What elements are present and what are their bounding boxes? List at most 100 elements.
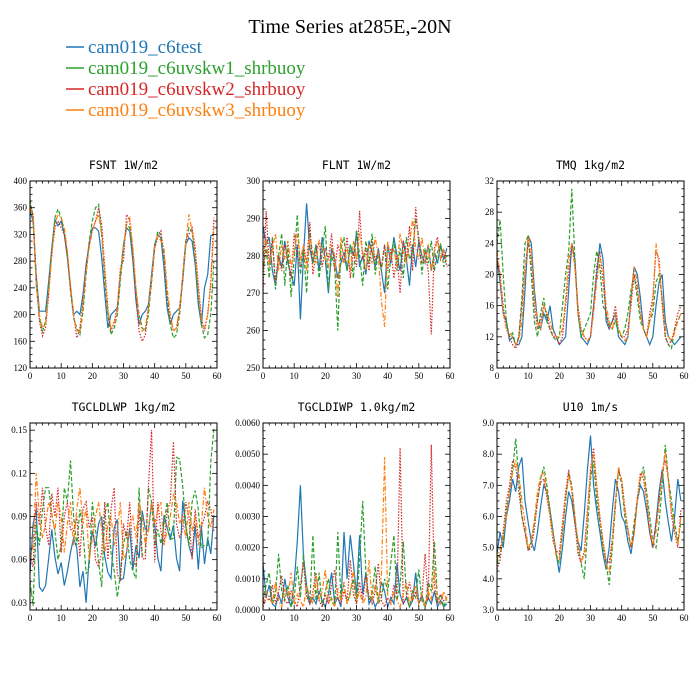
- x-tick-label: 20: [88, 613, 98, 623]
- x-tick-label: 10: [290, 371, 300, 381]
- series-line: [263, 218, 448, 327]
- y-tick-label: 300: [247, 176, 261, 186]
- series-line: [30, 473, 215, 560]
- series-line: [30, 428, 215, 606]
- legend-label: cam019_c6uvskw3_shrbuoy: [88, 100, 306, 121]
- x-tick-label: 50: [414, 371, 424, 381]
- series-line: [497, 438, 682, 586]
- series-line: [263, 457, 448, 609]
- x-tick-label: 50: [414, 613, 424, 623]
- x-tick-label: 50: [181, 371, 191, 381]
- y-tick-label: 5.0: [483, 543, 495, 553]
- y-tick-label: 0.0000: [235, 605, 260, 615]
- y-tick-label: 0.0010: [235, 574, 260, 584]
- series-group: [263, 203, 448, 335]
- legend-entry: cam019_c6uvskw1_shrbuoy: [66, 58, 306, 79]
- y-tick-label: 0.12: [11, 468, 27, 478]
- series-line: [497, 451, 682, 573]
- series-line: [263, 444, 448, 609]
- x-tick-label: 20: [555, 371, 565, 381]
- plot-frame: [262, 422, 451, 611]
- y-tick-label: 0.0040: [235, 480, 260, 490]
- series-group: [30, 199, 215, 343]
- y-tick-label: 240: [14, 283, 28, 293]
- legend-label: cam019_c6uvskw2_shrbuoy: [88, 79, 306, 100]
- y-tick-label: 250: [247, 363, 261, 373]
- legend-entry: cam019_c6uvskw2_shrbuoy: [66, 79, 306, 100]
- series-line: [30, 199, 215, 340]
- x-tick-label: 60: [680, 613, 690, 623]
- y-tick-label: 260: [247, 326, 261, 336]
- x-tick-label: 10: [524, 371, 534, 381]
- x-tick-label: 0: [261, 613, 266, 623]
- y-tick-label: 9.0: [483, 418, 495, 428]
- series-line: [497, 235, 682, 347]
- x-tick-label: 20: [321, 371, 331, 381]
- y-tick-label: 120: [14, 363, 28, 373]
- series-group: [497, 188, 682, 350]
- panel-title: U10 1m/s: [563, 400, 618, 414]
- y-tick-label: 290: [247, 213, 261, 223]
- x-tick-label: 60: [213, 613, 223, 623]
- y-tick-label: 12: [485, 332, 494, 342]
- series-group: [263, 444, 448, 610]
- panel-title: TGCLDLWP 1kg/m2: [72, 400, 176, 414]
- legend-entry: cam019_c6test: [66, 37, 203, 58]
- x-tick-label: 40: [383, 371, 393, 381]
- panel-title: TGCLDIWP 1.0kg/m2: [298, 400, 416, 414]
- y-tick-label: 360: [14, 203, 28, 213]
- x-tick-label: 0: [28, 371, 33, 381]
- x-tick-label: 30: [119, 613, 129, 623]
- chart-panel: FSNT 1W/m2 0 10 20 30 40 50 60 120 160 200 240 280 32…: [14, 158, 223, 381]
- x-tick-label: 0: [495, 613, 500, 623]
- y-tick-label: 7.0: [483, 480, 495, 490]
- y-tick-label: 8.0: [483, 449, 495, 459]
- x-tick-label: 50: [648, 371, 658, 381]
- y-tick-label: 320: [14, 229, 28, 239]
- y-tick-label: 280: [14, 256, 28, 266]
- series-line: [263, 207, 448, 335]
- series-line: [263, 485, 448, 610]
- y-tick-label: 6.0: [483, 512, 495, 522]
- series-group: [30, 428, 215, 606]
- y-tick-label: 0.0020: [235, 543, 260, 553]
- x-tick-label: 20: [88, 371, 98, 381]
- figure-legend: cam019_c6test cam019_c6uvskw1_shrbuoy ca…: [66, 37, 306, 121]
- y-tick-label: 270: [247, 288, 261, 298]
- series-line: [30, 207, 215, 333]
- y-tick-label: 280: [247, 251, 261, 261]
- plot-frame: [29, 180, 218, 369]
- x-tick-label: 30: [119, 371, 129, 381]
- x-tick-label: 50: [648, 613, 658, 623]
- plot-frame: [496, 422, 685, 611]
- series-line: [263, 214, 448, 331]
- x-tick-label: 40: [617, 613, 627, 623]
- x-tick-label: 30: [586, 371, 596, 381]
- y-tick-label: 8: [490, 363, 495, 373]
- y-tick-label: 20: [485, 270, 495, 280]
- y-tick-label: 200: [14, 310, 28, 320]
- x-tick-label: 10: [290, 613, 300, 623]
- panel-title: FLNT 1W/m2: [322, 158, 391, 172]
- chart-panel: U10 1m/s 0 10 20 30 40 50 60 3.0 4.0 5.0 6.0 7.0 8.0 9…: [483, 400, 689, 623]
- panels: FSNT 1W/m20 10 20 30 40 50 6012016020024028032…: [11, 158, 689, 623]
- y-tick-label: 0.03: [11, 598, 27, 608]
- x-tick-label: 40: [150, 371, 160, 381]
- x-tick-label: 60: [446, 613, 456, 623]
- x-tick-label: 40: [617, 371, 627, 381]
- y-tick-label: 400: [14, 176, 28, 186]
- x-tick-label: 0: [261, 371, 266, 381]
- series-group: [497, 435, 682, 586]
- chart-panel: FLNT 1W/m2 0 10 20 30 40 50 60 250 260 270 280 290 30…: [247, 158, 456, 381]
- x-tick-label: 0: [28, 613, 33, 623]
- x-tick-label: 30: [352, 371, 362, 381]
- x-tick-label: 30: [352, 613, 362, 623]
- panel-title: TMQ 1kg/m2: [556, 158, 625, 172]
- y-tick-label: 3.0: [483, 605, 495, 615]
- y-tick-label: 4.0: [483, 574, 495, 584]
- chart-panel: TMQ 1kg/m2 0 10 20 30 40 50 60 8 12 16 20 24 28 32: [485, 158, 689, 381]
- x-tick-label: 40: [383, 613, 393, 623]
- y-tick-label: 0.0050: [235, 449, 260, 459]
- series-line: [30, 210, 215, 329]
